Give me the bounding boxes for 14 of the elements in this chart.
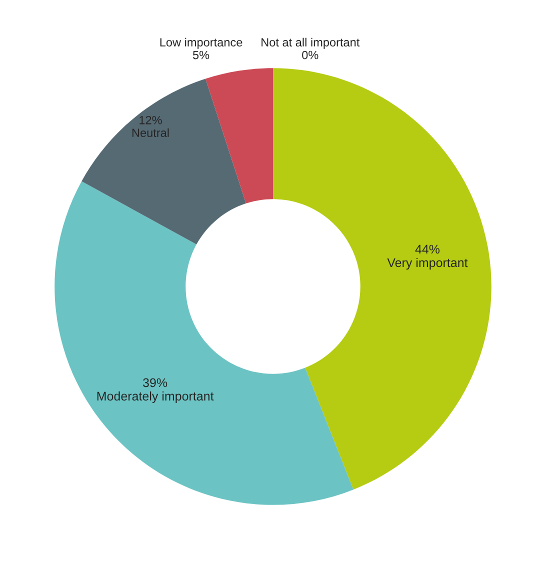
donut-slice [82, 78, 246, 244]
category-label: Not at all important [262, 38, 360, 49]
data-label: 12% [140, 116, 162, 124]
data-label: 5% [192, 50, 210, 60]
slice-label: Moderately important [97, 391, 214, 404]
slice-label: Very important [387, 258, 468, 270]
donut-slice [206, 68, 273, 204]
text: 0% [302, 50, 318, 60]
donut-slice [54, 181, 354, 505]
data-label: 39% [143, 378, 168, 388]
slice-label: Low importance [160, 38, 242, 49]
data-label: 44% [415, 244, 440, 254]
donut-slice [273, 68, 492, 490]
slice-label: Neutral [132, 128, 169, 138]
